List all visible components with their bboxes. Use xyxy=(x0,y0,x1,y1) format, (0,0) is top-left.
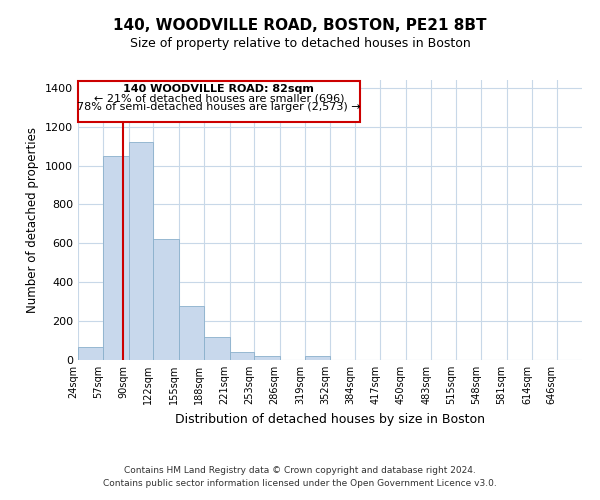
Bar xyxy=(179,306,204,360)
Bar xyxy=(154,240,179,360)
Bar xyxy=(78,348,103,360)
Text: 140 WOODVILLE ROAD: 82sqm: 140 WOODVILLE ROAD: 82sqm xyxy=(124,84,314,94)
Text: 140, WOODVILLE ROAD, BOSTON, PE21 8BT: 140, WOODVILLE ROAD, BOSTON, PE21 8BT xyxy=(113,18,487,32)
Bar xyxy=(254,356,280,360)
X-axis label: Distribution of detached houses by size in Boston: Distribution of detached houses by size … xyxy=(175,412,485,426)
Bar xyxy=(204,337,230,360)
FancyBboxPatch shape xyxy=(78,81,359,122)
Bar xyxy=(103,156,129,360)
Bar xyxy=(305,356,331,360)
Text: 78% of semi-detached houses are larger (2,573) →: 78% of semi-detached houses are larger (… xyxy=(77,102,361,113)
Text: Size of property relative to detached houses in Boston: Size of property relative to detached ho… xyxy=(130,38,470,51)
Bar xyxy=(129,142,154,360)
Y-axis label: Number of detached properties: Number of detached properties xyxy=(26,127,40,313)
Text: ← 21% of detached houses are smaller (696): ← 21% of detached houses are smaller (69… xyxy=(94,94,344,104)
Text: Contains HM Land Registry data © Crown copyright and database right 2024.
Contai: Contains HM Land Registry data © Crown c… xyxy=(103,466,497,487)
Bar xyxy=(230,352,254,360)
